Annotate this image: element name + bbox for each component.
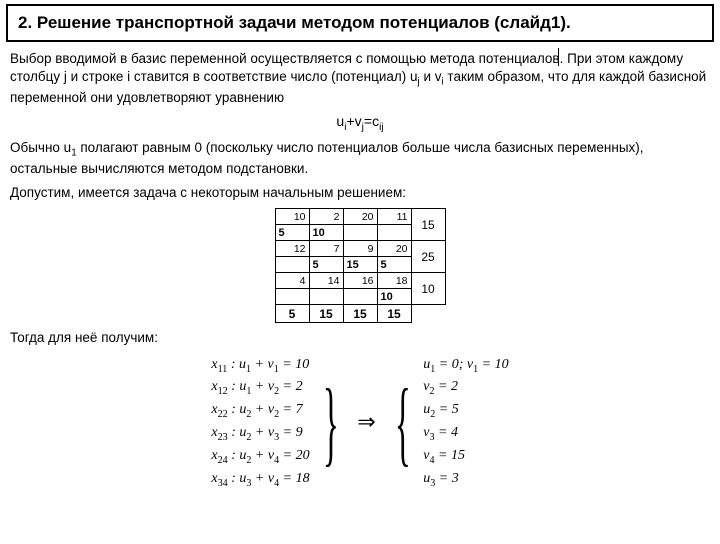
allocation-cell: 10 xyxy=(309,225,343,241)
demand-cell: 15 xyxy=(377,305,411,323)
allocation-cell: 5 xyxy=(309,257,343,273)
eq-result-row: v2 = 2 xyxy=(423,376,508,399)
paragraph-4: Тогда для неё получим: xyxy=(10,329,710,347)
supply-cell: 15 xyxy=(411,209,445,241)
cost-cell: 10 xyxy=(275,209,309,225)
eq-row: x22 : u2 + v2 = 7 xyxy=(211,399,309,422)
slide-title: 2. Решение транспортной задачи методом п… xyxy=(18,12,702,34)
blank-cell xyxy=(411,305,445,323)
paragraph-1: Выбор вводимой в базис переменной осущес… xyxy=(10,50,710,107)
supply-cell: 25 xyxy=(411,241,445,273)
eq-result-row: u1 = 0; v1 = 10 xyxy=(423,354,508,377)
eq-row: x23 : u2 + v3 = 9 xyxy=(211,422,309,445)
allocation-cell xyxy=(275,289,309,305)
cost-cell: 16 xyxy=(343,273,377,289)
cost-cell: 20 xyxy=(343,209,377,225)
eq-row: x11 : u1 + v1 = 10 xyxy=(211,354,309,377)
allocation-cell: 5 xyxy=(275,225,309,241)
equations-block: x11 : u1 + v1 = 10x12 : u1 + v2 = 2x22 :… xyxy=(0,354,720,491)
allocation-cell xyxy=(343,225,377,241)
cost-cell: 20 xyxy=(377,241,411,257)
cost-cell: 4 xyxy=(275,273,309,289)
allocation-cell: 15 xyxy=(343,257,377,273)
cost-cell: 18 xyxy=(377,273,411,289)
allocation-cell xyxy=(309,289,343,305)
equation-main: ui+vj=cij xyxy=(0,113,720,133)
paragraph-3: Допустим, имеется задача с некоторым нач… xyxy=(10,184,710,202)
cost-cell: 12 xyxy=(275,241,309,257)
demand-cell: 15 xyxy=(343,305,377,323)
brace-left: { xyxy=(394,384,410,460)
transport-table: 1022011155101279202551554141618101051515… xyxy=(275,208,446,323)
allocation-cell: 5 xyxy=(377,257,411,273)
cost-cell: 11 xyxy=(377,209,411,225)
arrow-implies: ⇒ xyxy=(357,409,375,435)
allocation-cell xyxy=(343,289,377,305)
eq-row: x24 : u2 + v4 = 20 xyxy=(211,445,309,468)
title-container: 2. Решение транспортной задачи методом п… xyxy=(6,4,714,42)
paragraph-2: Обычно u1 полагают равным 0 (поскольку ч… xyxy=(10,139,710,178)
demand-cell: 5 xyxy=(275,305,309,323)
cost-cell: 7 xyxy=(309,241,343,257)
equations-left: x11 : u1 + v1 = 10x12 : u1 + v2 = 2x22 :… xyxy=(211,354,309,491)
allocation-cell xyxy=(275,257,309,273)
eq-result-row: u2 = 5 xyxy=(423,399,508,422)
cost-cell: 2 xyxy=(309,209,343,225)
brace-right: } xyxy=(322,384,338,460)
eq-result-row: v3 = 4 xyxy=(423,422,508,445)
cost-cell: 9 xyxy=(343,241,377,257)
eq-row: x12 : u1 + v2 = 2 xyxy=(211,376,309,399)
demand-cell: 15 xyxy=(309,305,343,323)
cost-cell: 14 xyxy=(309,273,343,289)
eq-result-row: v4 = 15 xyxy=(423,445,508,468)
supply-cell: 10 xyxy=(411,273,445,305)
allocation-cell: 10 xyxy=(377,289,411,305)
allocation-cell xyxy=(377,225,411,241)
equations-right: u1 = 0; v1 = 10v2 = 2u2 = 5v3 = 4v4 = 15… xyxy=(423,354,508,491)
eq-result-row: u3 = 3 xyxy=(423,468,508,491)
eq-row: x34 : u3 + v4 = 18 xyxy=(211,468,309,491)
